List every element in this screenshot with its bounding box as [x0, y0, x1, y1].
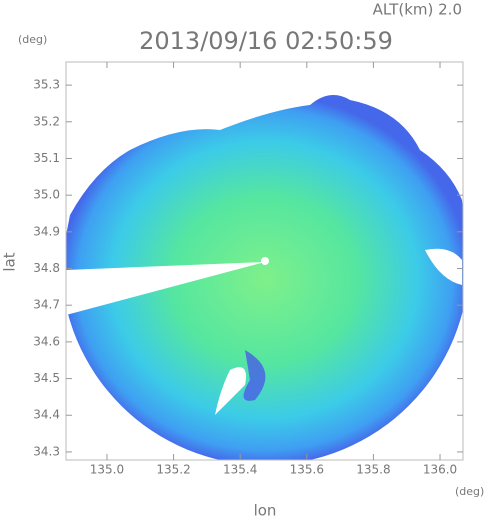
x-tick-label: 135.2: [156, 463, 190, 477]
x-tick-label: 136.0: [423, 463, 457, 477]
x-tick-label: 135.4: [223, 463, 257, 477]
y-tick-label: 34.7: [33, 298, 60, 312]
x-tick-label: 135.6: [290, 463, 324, 477]
y-tick-label: 34.3: [33, 444, 60, 458]
y-tick-label: 35.3: [33, 78, 60, 92]
y-tick-label: 34.5: [33, 371, 60, 385]
y-tick-label: 34.6: [33, 334, 60, 348]
x-unit: (deg): [455, 485, 484, 498]
y-tick-label: 35.0: [33, 188, 60, 202]
y-tick-label: 34.8: [33, 261, 60, 275]
y-tick-label: 34.9: [33, 224, 60, 238]
y-tick-label: 35.2: [33, 114, 60, 128]
y-tick-label: 35.1: [33, 151, 60, 165]
x-tick-label: 135.8: [356, 463, 390, 477]
plot-frame: [65, 61, 464, 461]
x-label: lon: [254, 502, 277, 520]
altitude: ALT(km) 2.0: [373, 1, 462, 19]
radar-echo: [66, 95, 463, 460]
x-tick-label: 135.0: [90, 463, 124, 477]
y-tick-label: 34.4: [33, 408, 60, 422]
y-unit: (deg): [18, 33, 47, 46]
timestamp: 2013/09/16 02:50:59: [139, 27, 393, 55]
y-label: lat: [1, 252, 19, 271]
